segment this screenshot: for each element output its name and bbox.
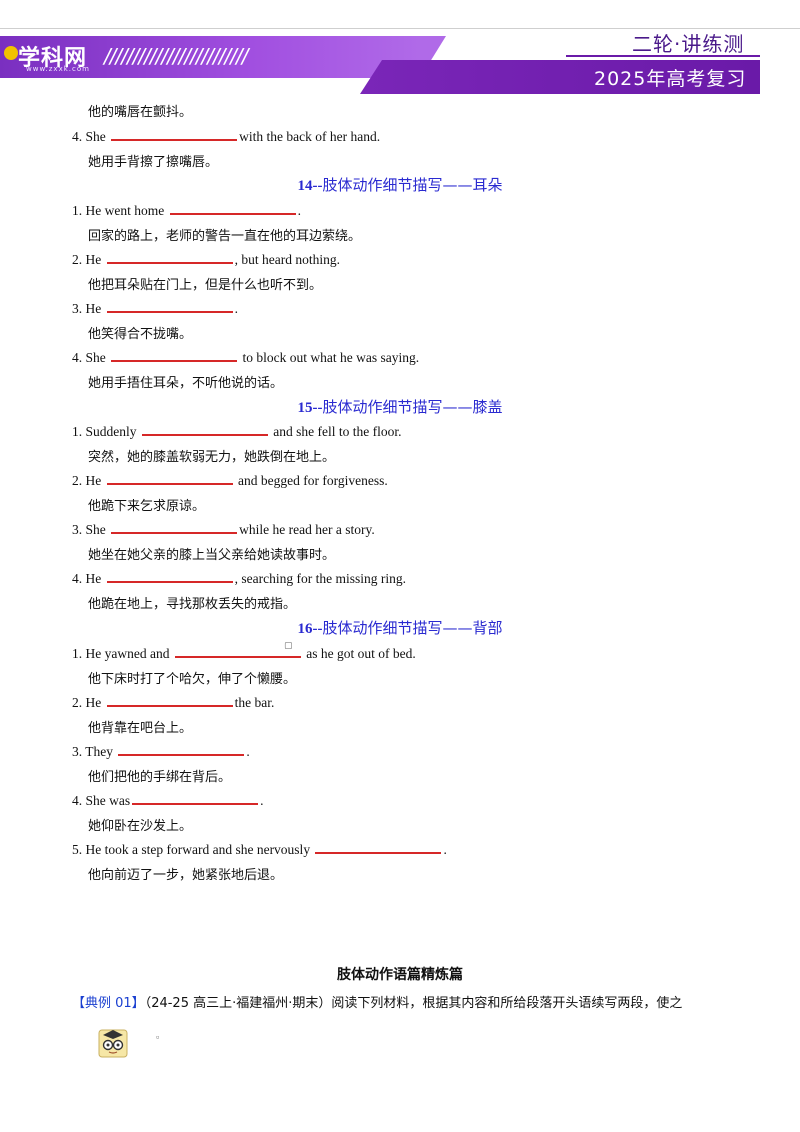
section-heading-14: 14--肢体动作细节描写——耳朵 [0, 174, 800, 195]
header-accent-line [566, 55, 760, 57]
exercise-item: 4. She was. [72, 791, 264, 809]
item-translation: 她用手捂住耳朵，不听他说的话。 [88, 376, 284, 391]
continuation-text: 他的嘴唇在颤抖。 [88, 105, 193, 120]
page-header: 学科网 www.zxxk.com ///////////////////////… [0, 0, 800, 100]
exercise-item: 4. She to block out what he was saying. [72, 348, 419, 366]
answer-blank[interactable] [315, 840, 442, 854]
item-suffix: with the back of her hand. [239, 129, 381, 144]
example-text: （24-25 高三上·福建福州·期末）阅读下列材料，根据其内容和所给段落开头语续… [144, 996, 683, 1011]
item-translation: 他跪下来乞求原谅。 [88, 499, 206, 514]
exercise-item: 2. He and begged for forgiveness. [72, 471, 388, 489]
answer-blank[interactable] [132, 791, 259, 805]
item-suffix: . [443, 842, 447, 857]
section-title: 肢体动作细节描写——耳朵 [322, 176, 503, 194]
item-prefix: 2. He [72, 473, 102, 488]
item-prefix: 1. He went home [72, 203, 165, 218]
item-suffix: and she fell to the floor. [273, 424, 402, 439]
section-number: 15-- [297, 400, 323, 416]
section-heading-16: 16--肢体动作细节描写——背部 [0, 617, 800, 638]
item-suffix: as he got out of bed. [306, 646, 416, 661]
item-prefix: 4. She [72, 350, 106, 365]
item-translation: 回家的路上，老师的警告一直在他的耳边萦绕。 [88, 229, 362, 244]
exercise-item: 2. He , but heard nothing. [72, 250, 340, 268]
item-prefix: 3. She [72, 522, 106, 537]
item-suffix: and begged for forgiveness. [238, 473, 388, 488]
exercise-item: 4. He , searching for the missing ring. [72, 569, 406, 587]
brand-name: 学科网 [18, 46, 88, 71]
item-suffix: . [297, 203, 301, 218]
answer-blank[interactable] [118, 742, 245, 756]
exercise-item: 3. She while he read her a story. [72, 520, 375, 538]
item-translation: 她坐在她父亲的膝上当父亲给她读故事时。 [88, 548, 336, 563]
logo-dot-icon [4, 46, 18, 60]
exercise-item: 1. He went home . [72, 201, 301, 219]
item-translation: 她用手背擦了擦嘴唇。 [88, 155, 219, 170]
answer-blank[interactable] [169, 201, 296, 215]
item-suffix: . [246, 744, 250, 759]
answer-blank[interactable] [174, 644, 301, 658]
item-prefix: 4. She [72, 129, 106, 144]
example-tag: 【典例 01】 [72, 996, 145, 1011]
item-translation: 她仰卧在沙发上。 [88, 819, 193, 834]
exercise-item: 3. They . [72, 742, 250, 760]
item-translation: 他跪在地上，寻找那枚丢失的戒指。 [88, 597, 297, 612]
section-title: 肢体动作细节描写——背部 [322, 619, 503, 637]
item-prefix: 4. She was [72, 793, 131, 808]
mascot-icon [98, 1029, 128, 1058]
decorative-slashes: ///////////////////////// [104, 44, 248, 68]
example-intro: 【典例 01】（24-25 高三上·福建福州·期末）阅读下列材料，根据其内容和所… [72, 992, 682, 1011]
item-translation: 他们把他的手绑在背后。 [88, 770, 232, 785]
item-prefix: 1. Suddenly [72, 424, 137, 439]
section-number: 16-- [297, 621, 323, 637]
item-prefix: 2. He [72, 252, 102, 267]
answer-blank[interactable] [106, 569, 233, 583]
item-suffix: , but heard nothing. [234, 252, 340, 267]
brand-logo: 学科网 www.zxxk.com [4, 40, 94, 74]
answer-blank[interactable] [111, 520, 238, 534]
item-suffix: . [260, 793, 264, 808]
brand-url: www.zxxk.com [26, 65, 90, 73]
chapter-title: 肢体动作语篇精炼篇 [337, 967, 463, 983]
answer-blank[interactable] [111, 127, 238, 141]
exercise-item: 3. He . [72, 299, 238, 317]
item-prefix: 5. He took a step forward and she nervou… [72, 842, 311, 857]
item-translation: 突然，她的膝盖软弱无力，她跌倒在地上。 [88, 450, 336, 465]
year-banner [360, 60, 760, 94]
item-suffix: , searching for the missing ring. [234, 571, 406, 586]
answer-blank[interactable] [106, 250, 233, 264]
exercise-item: 2. He the bar. [72, 693, 274, 711]
year-label: 2025年高考复习 [594, 68, 747, 90]
item-translation: 他向前迈了一步，她紧张地后退。 [88, 868, 284, 883]
item-translation: 他笑得合不拢嘴。 [88, 327, 193, 342]
answer-blank[interactable] [106, 471, 233, 485]
item-prefix: 2. He [72, 695, 102, 710]
section-title: 肢体动作细节描写——膝盖 [322, 398, 503, 416]
item-prefix: 1. He yawned and [72, 646, 170, 661]
item-suffix: . [234, 301, 238, 316]
exercise-item: 5. He took a step forward and she nervou… [72, 840, 447, 858]
item-suffix: the bar. [234, 695, 275, 710]
item-suffix: to block out what he was saying. [242, 350, 420, 365]
placeholder-box-icon: ▫ [156, 1032, 160, 1042]
item-prefix: 4. He [72, 571, 102, 586]
item-suffix: while he read her a story. [239, 522, 375, 537]
answer-blank[interactable] [106, 693, 233, 707]
answer-blank[interactable] [106, 299, 233, 313]
exercise-item: 1. He yawned and as he got out of bed. [72, 644, 416, 662]
item-translation: 他把耳朵贴在门上，但是什么也听不到。 [88, 278, 323, 293]
exercise-item: 4. She with the back of her hand. [72, 127, 380, 145]
answer-blank[interactable] [141, 422, 268, 436]
round-label: 二轮·讲练测 [632, 32, 745, 56]
item-prefix: 3. He [72, 301, 102, 316]
header-divider [0, 28, 800, 29]
exercise-item: 1. Suddenly and she fell to the floor. [72, 422, 401, 440]
item-translation: 他下床时打了个哈欠，伸了个懒腰。 [88, 672, 297, 687]
section-number: 14-- [297, 178, 323, 194]
item-translation: 他背靠在吧台上。 [88, 721, 193, 736]
placeholder-box-icon: ▢ [284, 640, 293, 650]
item-prefix: 3. They [72, 744, 113, 759]
answer-blank[interactable] [111, 348, 238, 362]
section-heading-15: 15--肢体动作细节描写——膝盖 [0, 396, 800, 417]
